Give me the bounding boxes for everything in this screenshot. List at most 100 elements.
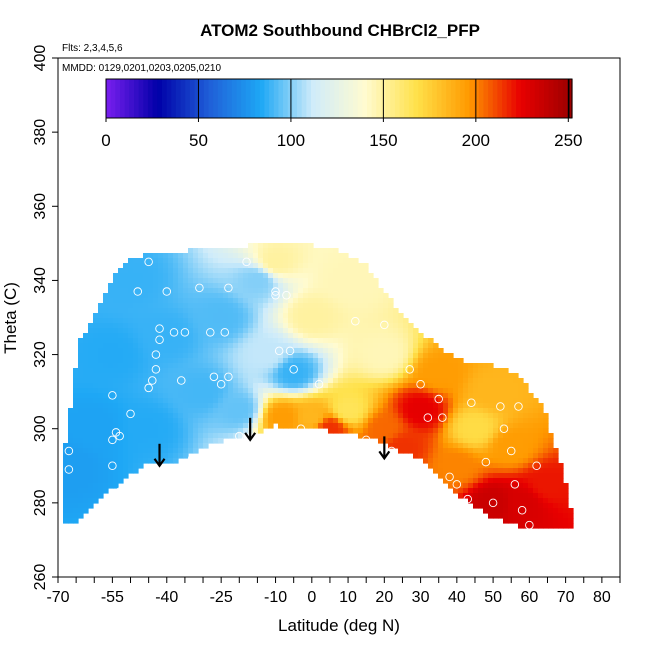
field-cell [313, 363, 319, 369]
field-cell [428, 363, 434, 369]
field-cell [358, 333, 364, 339]
field-cell [88, 333, 94, 339]
field-cell [238, 303, 244, 309]
field-cell [463, 428, 469, 434]
field-cell [473, 468, 479, 474]
field-cell [453, 373, 459, 379]
field-cell [498, 423, 504, 429]
field-cell [98, 428, 104, 434]
colorbar-cell [213, 79, 219, 118]
field-cell [118, 423, 124, 429]
field-cell [233, 303, 239, 309]
sample-point [64, 446, 74, 456]
field-cell [78, 443, 84, 449]
field-cell [338, 288, 344, 294]
sample-point [133, 287, 143, 296]
field-cell [453, 443, 459, 449]
field-cell [443, 443, 449, 449]
field-cell [173, 413, 179, 419]
field-cell [423, 373, 429, 379]
field-cell [328, 268, 334, 274]
field-cell [428, 428, 434, 434]
field-cell [323, 343, 329, 349]
field-cell [133, 258, 139, 264]
field-cell [108, 283, 114, 289]
field-cell [123, 268, 129, 274]
field-cell [163, 413, 169, 419]
field-cell [143, 288, 149, 294]
field-cell [458, 373, 464, 379]
y-tick-label: 320 [32, 341, 49, 368]
field-cell [258, 293, 264, 299]
field-cell [153, 453, 159, 459]
colorbar-cell [469, 79, 475, 118]
field-cell [458, 488, 464, 494]
field-cell [503, 478, 509, 484]
field-cell [248, 383, 254, 389]
field-cell [98, 453, 104, 459]
field-cell [563, 483, 569, 489]
field-cell [63, 463, 69, 469]
field-cell [158, 388, 164, 394]
field-cell [143, 278, 149, 284]
field-cell [543, 508, 549, 514]
field-cell [283, 388, 289, 394]
field-cell [318, 268, 324, 274]
field-cell [373, 313, 379, 319]
field-cell [223, 348, 229, 354]
field-cell [413, 388, 419, 394]
field-cell [233, 293, 239, 299]
field-cell [323, 368, 329, 374]
field-cell [383, 368, 389, 374]
field-cell [83, 503, 89, 509]
field-cell [348, 318, 354, 324]
field-cell [188, 383, 194, 389]
field-cell [113, 308, 119, 314]
field-cell [443, 448, 449, 454]
sample-point [481, 457, 491, 467]
field-cell [443, 408, 449, 414]
field-cell [358, 268, 364, 274]
colorbar-cell [441, 79, 447, 118]
y-tick-label: 360 [32, 193, 49, 220]
field-cell [503, 458, 509, 464]
field-cell [188, 388, 194, 394]
field-cell [413, 433, 419, 439]
colorbar-cell [287, 79, 293, 118]
colorbar-cell [422, 79, 429, 118]
field-cell [473, 413, 479, 419]
field-cell [283, 358, 289, 364]
field-cell [193, 353, 199, 359]
field-cell [393, 308, 399, 314]
field-cell [118, 393, 124, 399]
field-cell [88, 468, 94, 474]
field-cell [203, 398, 209, 404]
field-cell [273, 328, 279, 334]
field-cell [183, 448, 189, 454]
field-cell [298, 373, 304, 379]
field-cell [503, 493, 509, 499]
field-cell [228, 283, 234, 289]
field-cell [393, 328, 399, 334]
field-cell [538, 503, 544, 509]
field-cell [98, 393, 104, 399]
field-cell [358, 353, 364, 359]
field-cell [343, 418, 349, 424]
field-cell [353, 268, 359, 274]
field-cell [523, 478, 529, 484]
field-cell [428, 338, 434, 344]
field-cell [163, 423, 169, 429]
field-cell [388, 383, 394, 389]
field-cell [373, 393, 379, 399]
field-cell [413, 438, 419, 444]
field-cell [273, 358, 279, 364]
field-cell [78, 338, 84, 344]
field-cell [143, 263, 149, 269]
field-cell [413, 428, 419, 434]
field-cell [243, 383, 249, 389]
field-cell [208, 258, 214, 264]
field-cell [498, 458, 504, 464]
field-cell [288, 293, 294, 299]
field-cell [108, 468, 114, 474]
field-cell [173, 358, 179, 364]
